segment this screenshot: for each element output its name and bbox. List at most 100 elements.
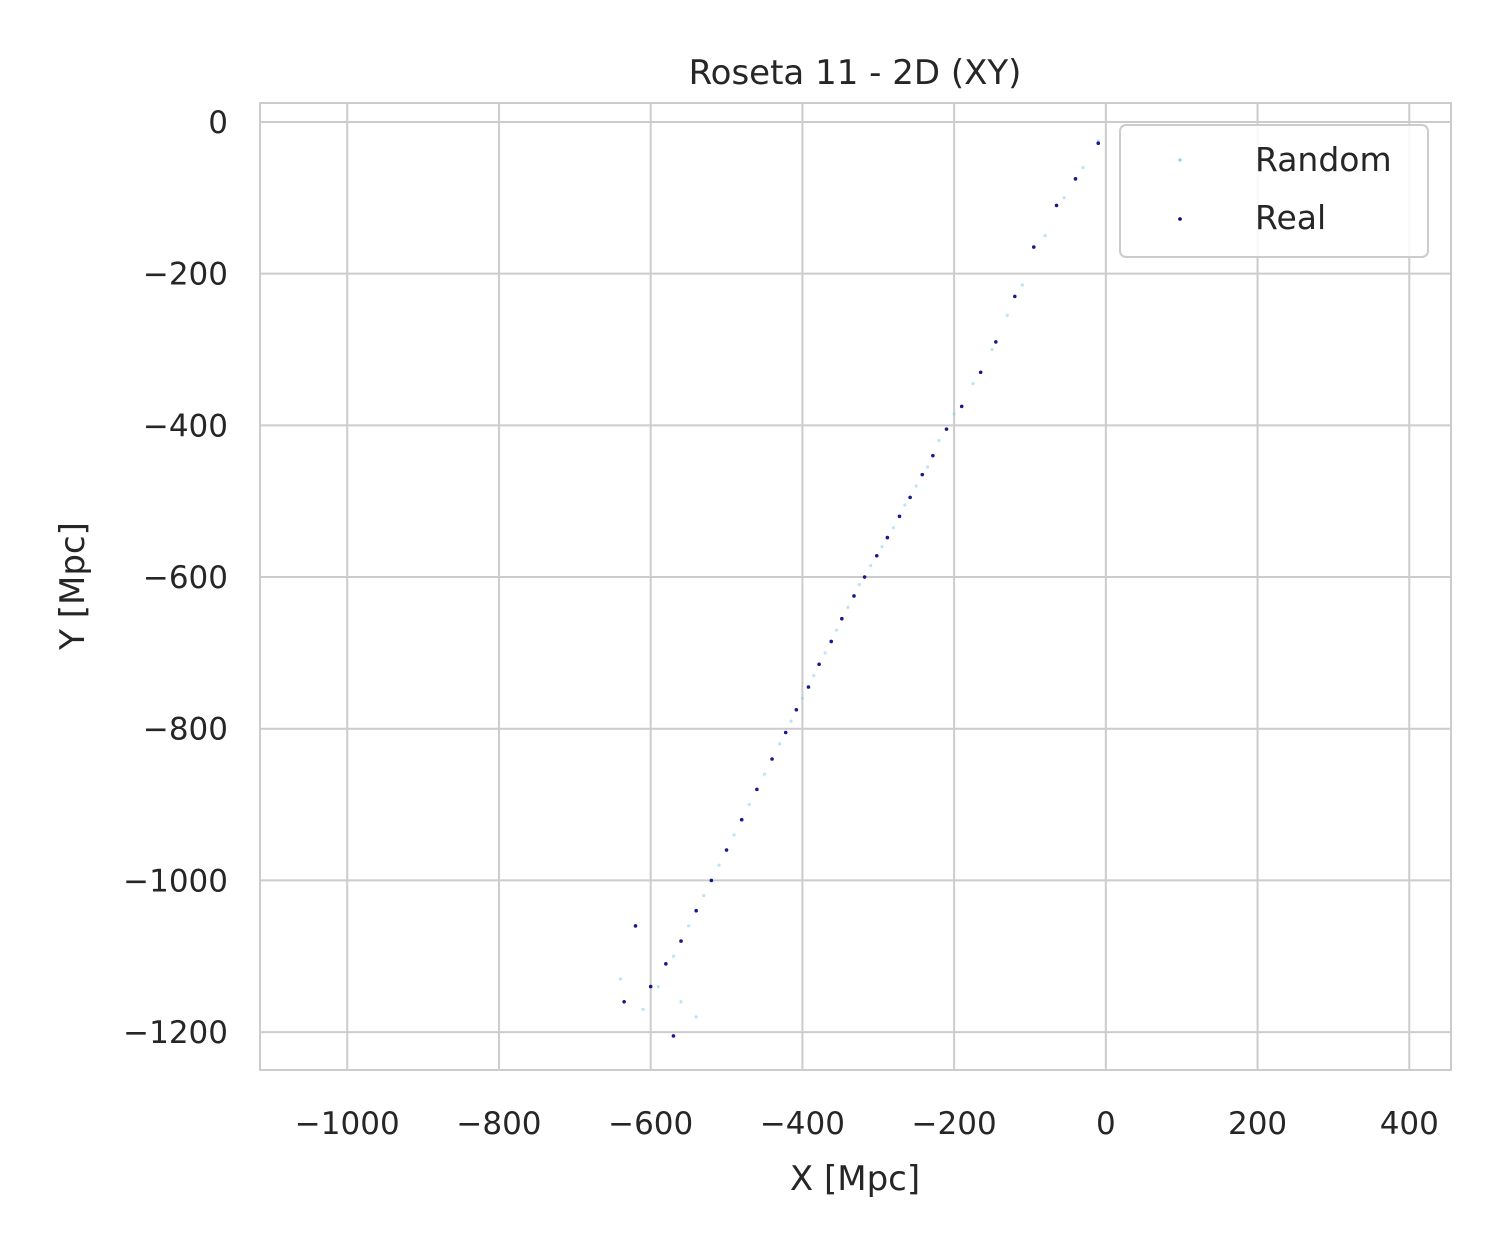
real-point [920,472,925,477]
real-point [817,662,821,667]
random-point [925,465,930,469]
real-point [840,616,844,621]
random-point [1062,196,1066,200]
real-point [783,730,788,735]
y-tick-label: −600 [143,560,228,596]
real-point [694,908,698,913]
real-point [1054,203,1059,208]
random-point [990,347,994,352]
real-point [1013,294,1017,299]
random-point [641,1007,645,1011]
real-point [862,575,867,579]
real-point [633,924,638,928]
x-tick-label: 0 [1096,1106,1116,1142]
random-point [1043,234,1047,238]
legend-marker-random [1178,158,1182,162]
x-ticks: −1000 −800 −600 −400 −200 0 200 400 [295,1106,1439,1142]
random-point [834,628,839,632]
random-point [747,802,751,807]
random-point [880,545,884,549]
x-tick-label: 400 [1380,1106,1439,1142]
real-point [852,594,856,598]
y-tick-label: −400 [143,408,228,444]
real-point [944,427,949,431]
random-point [971,382,975,386]
random-point [937,438,941,443]
random-point [789,719,793,723]
legend-marker-real [1178,217,1182,221]
real-point [994,340,998,344]
real-point [1031,245,1036,249]
real-point [1073,177,1078,181]
real-point [664,962,668,966]
random-point [812,674,816,678]
real-point [794,707,799,712]
random-point [914,484,918,488]
legend-label-random: Random [1255,140,1392,179]
random-point [952,412,956,416]
random-point [671,954,676,958]
real-point [671,1034,676,1038]
y-ticks: 0 −200 −400 −600 −800 −1000 −1200 [123,105,228,1051]
plot-area [260,103,1451,1070]
random-point [618,977,622,981]
real-point [709,878,714,883]
real-point [1096,141,1101,145]
x-tick-label: −400 [760,1106,845,1142]
random-point [857,583,861,587]
chart-title: Roseta 11 - 2D (XY) [689,53,1022,93]
y-tick-label: −1000 [123,863,228,899]
grid [260,103,1451,1070]
y-tick-label: 0 [208,105,228,141]
random-point [903,503,907,507]
random-point [800,696,804,700]
real-point [829,639,834,644]
real-point [959,404,964,409]
x-tick-label: −800 [456,1106,541,1142]
real-point [770,757,774,761]
random-points [618,139,1100,1019]
random-point [1005,313,1009,317]
y-tick-label: −800 [143,712,228,748]
real-point [885,535,890,540]
random-point [762,772,767,776]
real-points [622,141,1101,1038]
real-point [648,984,653,989]
random-point [869,564,873,568]
random-point [846,605,850,609]
real-point [679,939,683,943]
random-point [702,893,706,898]
x-tick-label: −1000 [295,1106,400,1142]
random-point [823,651,827,655]
legend-label-real: Real [1255,198,1326,237]
x-tick-label: −200 [912,1106,997,1142]
y-tick-label: −1200 [123,1015,228,1051]
random-point [891,526,896,530]
legend: Random Real [1119,124,1429,258]
real-point [806,685,811,689]
random-point [679,1000,683,1004]
real-point [724,848,729,852]
y-tick-label: −200 [143,257,228,293]
random-point [778,742,782,746]
y-axis-label: Y [Mpc] [53,522,93,651]
random-point [1081,165,1085,170]
plot-frame [259,102,1452,1071]
real-point [897,514,902,519]
random-point [656,984,660,989]
random-point [717,863,721,867]
real-point [874,553,879,558]
random-point [1020,283,1024,287]
legend-box [1119,124,1429,258]
real-point [931,453,935,458]
random-point [687,924,691,928]
real-point [908,495,912,500]
real-point [978,370,983,375]
real-point [622,999,626,1004]
real-point [755,787,759,792]
real-point [739,817,744,822]
x-axis-label: X [Mpc] [790,1159,920,1199]
random-point [694,1015,698,1019]
x-tick-label: −600 [608,1106,693,1142]
